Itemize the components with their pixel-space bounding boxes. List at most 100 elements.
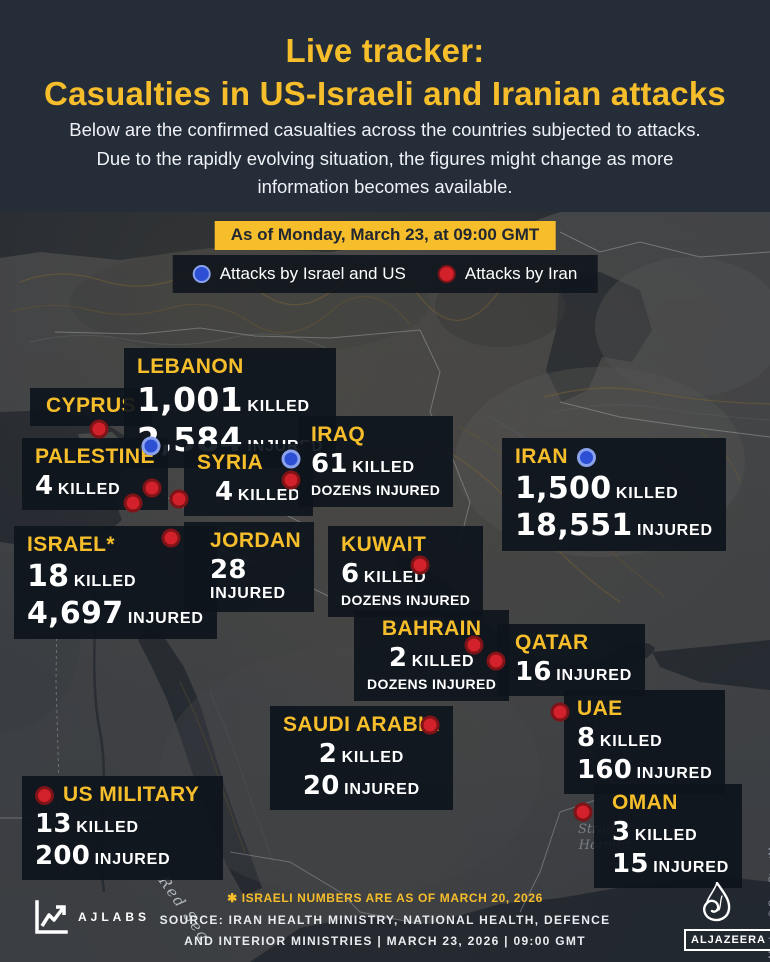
- country-name: UAE: [577, 697, 623, 720]
- killed-label: KILLED: [634, 827, 698, 844]
- killed-label: KILLED: [237, 487, 301, 504]
- injured-value: 200: [35, 841, 91, 872]
- country-card-us-military: US MILITARY 13 KILLED 200 INJURED: [22, 776, 223, 881]
- killed-value: 1,500: [515, 471, 612, 506]
- country-name: SAUDI ARABIA: [283, 713, 440, 736]
- country-card-bahrain: BAHRAIN 2 KILLED DOZENS INJURED: [354, 610, 510, 702]
- uae-marker-dot: [550, 702, 570, 722]
- country-card-oman: OMAN 3 KILLED 15 INJURED: [594, 784, 743, 889]
- country-name: KUWAIT: [341, 533, 427, 556]
- country-name: US MILITARY: [63, 783, 200, 806]
- saudi-arabia-marker-dot: [420, 715, 440, 735]
- line-chart-icon: [35, 900, 68, 934]
- injured-label: INJURED: [210, 585, 286, 603]
- injured-value: 16: [515, 657, 552, 687]
- bahrain-marker-dot: [464, 635, 484, 655]
- iraq-marker-dot-blue: [281, 449, 301, 469]
- aljazeera-label: ALJAZEERA: [684, 929, 770, 951]
- injured-label: INJURED: [636, 765, 713, 783]
- killed-label: KILLED: [76, 819, 139, 836]
- killed-value: 4: [35, 471, 54, 501]
- aljazeera-logo: ALJAZEERA: [684, 881, 770, 951]
- injured-note: DOZENS INJURED: [367, 676, 497, 693]
- legend-label-iran: Attacks by Iran: [464, 264, 578, 283]
- country-name: SYRIA: [197, 451, 264, 474]
- israeli-numbers-footnote: ✱ ISRAELI NUMBERS ARE AS OF MARCH 20, 20…: [0, 891, 770, 905]
- page-subtitle: Below are the confirmed casualties acros…: [69, 119, 701, 198]
- country-name: PALESTINE: [35, 445, 155, 468]
- oman-marker-dot: [573, 802, 593, 822]
- killed-label: KILLED: [341, 749, 405, 766]
- ajlabs-label: AJLABS: [78, 910, 151, 924]
- page-title-line1: Live tracker:: [285, 32, 485, 69]
- country-name: IRAN: [515, 445, 568, 468]
- killed-label: KILLED: [615, 485, 679, 502]
- killed-value: 2: [388, 643, 408, 673]
- page-title-line2: Casualties in US-Israeli and Iranian att…: [44, 74, 726, 112]
- killed-value: 6: [341, 559, 360, 589]
- kuwait-marker-dot: [410, 555, 430, 575]
- israel-marker-dot: [123, 493, 143, 513]
- killed-value: 18: [27, 559, 70, 594]
- killed-value: 8: [577, 723, 596, 753]
- country-name: OMAN: [612, 791, 678, 814]
- iran-marker-dot: [576, 447, 596, 467]
- country-name: BAHRAIN: [381, 617, 482, 640]
- killed-value: 1,001: [137, 380, 243, 419]
- legend-label-israel-us: Attacks by Israel and US: [219, 264, 406, 283]
- as-of-date-badge: As of Monday, March 23, at 09:00 GMT: [214, 221, 556, 250]
- aljazeera-flame-icon: [703, 881, 731, 922]
- source-line-2: AND INTERIOR MINISTRIES | MARCH 23, 2026…: [184, 934, 586, 948]
- country-card-qatar: QATAR 16 INJURED: [497, 624, 646, 697]
- jordan-marker-dot: [161, 528, 181, 548]
- source-line-1: SOURCE: IRAN HEALTH MINISTRY, NATIONAL H…: [159, 913, 611, 927]
- killed-label: KILLED: [352, 459, 415, 476]
- page-title: Live tracker: Casualties in US-Israeli a…: [0, 34, 770, 110]
- country-card-jordan: JORDAN 28 INJURED: [184, 522, 315, 613]
- injured-label: INJURED: [653, 859, 730, 877]
- lebanon-marker-dot: [141, 436, 161, 456]
- killed-label: KILLED: [363, 569, 427, 586]
- legend-item-israel-us: Attacks by Israel and US: [192, 264, 406, 284]
- country-name: CYPRUS: [46, 394, 136, 417]
- killed-label: KILLED: [599, 733, 663, 750]
- killed-value: 2: [318, 739, 338, 769]
- injured-value: 15: [612, 849, 649, 880]
- killed-value: 13: [35, 809, 72, 839]
- asterisk-icon: ✱: [227, 891, 238, 905]
- injured-note: DOZENS INJURED: [341, 592, 471, 609]
- us-military-marker-dot: [35, 785, 54, 805]
- killed-label: KILLED: [57, 481, 121, 498]
- country-card-israel: ISRAEL* 18 KILLED 4,697 INJURED: [14, 526, 217, 640]
- injured-value: 4,697: [27, 595, 124, 631]
- injured-label: INJURED: [127, 609, 204, 627]
- legend-item-iran: Attacks by Iran: [437, 264, 578, 284]
- country-name: JORDAN: [210, 529, 302, 552]
- killed-value: 3: [612, 817, 631, 847]
- country-card-uae: UAE 8 KILLED 160 INJURED: [564, 690, 726, 795]
- ajlabs-logo: AJLABS: [30, 897, 150, 937]
- injured-label: INJURED: [94, 851, 171, 869]
- country-name: LEBANON: [137, 355, 244, 378]
- injured-value: 20: [302, 771, 340, 802]
- country-card-kuwait: KUWAIT 6 KILLED DOZENS INJURED: [328, 526, 484, 618]
- country-name: QATAR: [515, 631, 589, 654]
- iraq-marker-dot-red: [281, 470, 301, 490]
- killed-value: 61: [311, 449, 348, 479]
- injured-label: INJURED: [637, 521, 713, 539]
- blue-dot-icon: [192, 265, 211, 283]
- injured-value: 160: [577, 755, 633, 786]
- killed-label: KILLED: [411, 653, 475, 670]
- footnote-text: ISRAELI NUMBERS ARE AS OF MARCH 20, 2026: [241, 891, 543, 905]
- injured-label: INJURED: [344, 781, 420, 799]
- killed-label: KILLED: [73, 573, 137, 590]
- palestine-marker-dot: [169, 489, 189, 509]
- country-name: ISRAEL*: [27, 533, 115, 556]
- red-dot-icon: [437, 265, 456, 283]
- injured-note: DOZENS INJURED: [311, 482, 441, 499]
- country-card-iran: IRAN 1,500 KILLED 18,551 INJURED: [502, 438, 726, 552]
- qatar-marker-dot: [486, 651, 506, 671]
- injured-value: 28: [210, 555, 247, 585]
- killed-label: KILLED: [247, 398, 310, 415]
